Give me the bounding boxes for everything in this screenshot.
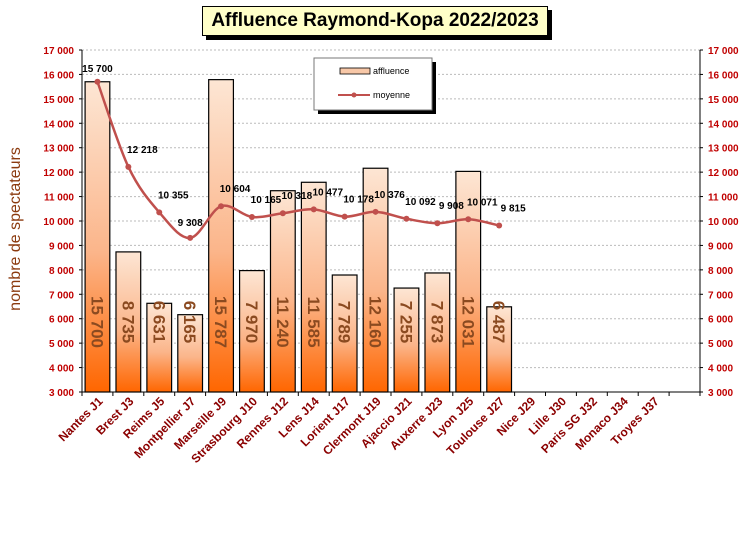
y-tick-label-left: 17 000 <box>43 46 74 57</box>
bar <box>269 190 296 393</box>
y-tick-label-right: 10 000 <box>708 217 739 228</box>
bar-value-label: 7 255 <box>396 301 415 344</box>
bar-value-label: 12 160 <box>366 296 385 348</box>
bar-value-label: 15 700 <box>87 296 106 348</box>
bar-value-label: 11 240 <box>273 296 292 347</box>
y-tick-label-left: 11 000 <box>44 193 74 204</box>
y-tick-label-right: 11 000 <box>708 193 738 204</box>
bar <box>84 81 111 393</box>
bar <box>238 269 265 393</box>
bar-value-label: 7 873 <box>427 301 446 344</box>
bar <box>115 251 142 393</box>
moyenne-value-label: 15 700 <box>82 64 113 75</box>
bar-value-label: 8 735 <box>118 301 137 344</box>
bar <box>146 302 173 393</box>
bar <box>455 170 482 393</box>
bar <box>208 79 235 393</box>
moyenne-point <box>434 220 441 227</box>
bar-value-label: 12 031 <box>458 296 477 348</box>
moyenne-point <box>465 216 472 223</box>
y-tick-label-left: 6 000 <box>49 315 74 326</box>
moyenne-value-label: 9 815 <box>501 204 526 215</box>
moyenne-value-label: 10 477 <box>312 187 343 198</box>
bar-value-label: 6 487 <box>489 301 508 344</box>
moyenne-point <box>496 222 503 229</box>
moyenne-value-label: 10 178 <box>343 195 374 206</box>
bar <box>362 167 389 393</box>
moyenne-point <box>156 209 163 216</box>
y-tick-label-left: 3 000 <box>49 388 74 399</box>
moyenne-value-label: 9 308 <box>178 218 203 229</box>
y-tick-label-left: 15 000 <box>43 95 74 106</box>
bar <box>177 314 204 393</box>
moyenne-value-label: 10 092 <box>405 197 436 208</box>
bar <box>424 272 451 393</box>
y-tick-label-left: 13 000 <box>43 144 74 155</box>
y-tick-label-left: 8 000 <box>49 266 74 277</box>
legend-marker-moyenne <box>351 92 357 98</box>
legend-label-affluence: affluence <box>373 66 409 76</box>
y-tick-label-right: 13 000 <box>708 144 739 155</box>
moyenne-value-label: 9 908 <box>439 201 464 212</box>
y-tick-label-right: 14 000 <box>708 119 739 130</box>
moyenne-point <box>94 78 101 85</box>
y-tick-label-right: 15 000 <box>708 95 739 106</box>
moyenne-point <box>218 203 225 210</box>
moyenne-point <box>372 208 379 215</box>
moyenne-value-label: 10 376 <box>374 190 405 201</box>
bar-value-label: 7 970 <box>242 301 261 344</box>
moyenne-point <box>125 163 132 170</box>
x-tick-label: Nantes J1 <box>56 394 106 444</box>
bar <box>393 287 420 393</box>
y-tick-label-left: 4 000 <box>49 364 74 375</box>
y-tick-label-right: 12 000 <box>708 168 739 179</box>
y-tick-label-left: 12 000 <box>43 168 74 179</box>
y-tick-label-right: 7 000 <box>708 290 733 301</box>
moyenne-value-label: 10 165 <box>251 195 282 206</box>
y-tick-label-right: 6 000 <box>708 315 733 326</box>
y-tick-label-right: 3 000 <box>708 388 733 399</box>
legend-swatch-affluence <box>339 67 371 75</box>
moyenne-value-label: 10 318 <box>282 191 313 202</box>
moyenne-value-label: 10 071 <box>467 197 498 208</box>
moyenne-point <box>187 234 194 241</box>
bar-value-label: 15 787 <box>211 296 230 348</box>
chart-title: Affluence Raymond-Kopa 2022/2023 <box>202 6 548 36</box>
y-tick-label-right: 17 000 <box>708 46 739 57</box>
bar <box>331 274 358 393</box>
y-tick-label-left: 5 000 <box>49 339 74 350</box>
moyenne-point <box>403 215 410 222</box>
moyenne-point <box>279 210 286 217</box>
y-tick-label-right: 16 000 <box>708 70 739 81</box>
bar-value-label: 6 165 <box>180 301 199 344</box>
moyenne-point <box>341 213 348 220</box>
y-tick-label-right: 8 000 <box>708 266 733 277</box>
y-tick-label-right: 5 000 <box>708 339 733 350</box>
y-tick-label-right: 9 000 <box>708 241 733 252</box>
y-tick-label-right: 4 000 <box>708 364 733 375</box>
y-tick-label-left: 10 000 <box>43 217 74 228</box>
y-tick-label-left: 9 000 <box>49 241 74 252</box>
y-tick-label-left: 16 000 <box>43 70 74 81</box>
bar-value-label: 7 789 <box>335 301 354 344</box>
legend-box <box>313 57 433 111</box>
y-tick-label-left: 7 000 <box>49 290 74 301</box>
moyenne-value-label: 10 355 <box>158 190 189 201</box>
bar <box>300 181 327 393</box>
moyenne-point <box>248 213 255 220</box>
moyenne-value-label: 10 604 <box>220 184 251 195</box>
moyenne-value-label: 12 218 <box>127 145 158 156</box>
y-tick-label-left: 14 000 <box>43 119 74 130</box>
moyenne-point <box>310 206 317 213</box>
legend-label-moyenne: moyenne <box>373 90 410 100</box>
bar-value-label: 11 585 <box>304 296 323 347</box>
bar <box>486 306 513 393</box>
bar-value-label: 6 631 <box>149 301 168 344</box>
